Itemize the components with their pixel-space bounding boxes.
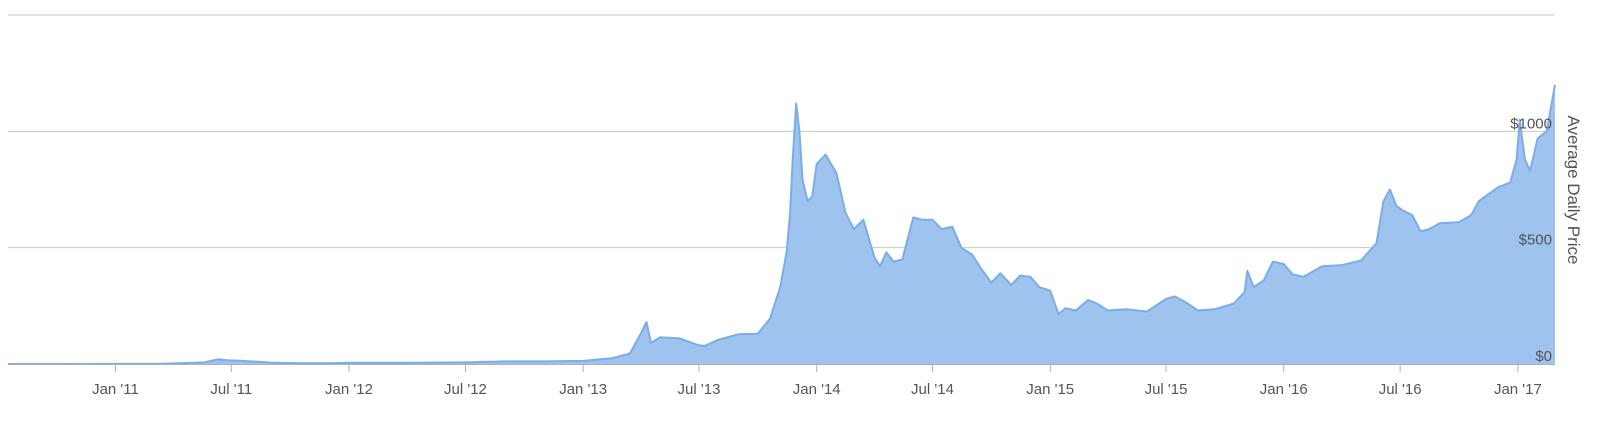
x-tick-label: Jan '12 <box>325 381 373 398</box>
x-tick-label: Jul '11 <box>210 381 252 398</box>
y-tick-label: $0 <box>1535 348 1552 365</box>
x-tick-label: Jan '13 <box>559 381 607 398</box>
y-tick-label: $1000 <box>1510 115 1552 132</box>
x-axis: Jan '11 Jul '11 Jan '12 Jul '12 Jan '13 Jul '… <box>8 364 1555 398</box>
x-tick-label: Jan '14 <box>793 381 841 398</box>
x-tick-label: Jan '11 <box>92 381 139 398</box>
y-tick-label: $500 <box>1519 232 1552 249</box>
x-tick-label: Jan '16 <box>1260 381 1308 398</box>
x-tick-label: Jan '17 <box>1494 381 1542 398</box>
grid-lines <box>8 14 1555 249</box>
series-area-fill <box>8 84 1555 365</box>
x-tick-label: Jul '14 <box>911 381 954 398</box>
x-tick-label: Jul '12 <box>444 381 487 398</box>
x-tick-label: Jul '13 <box>678 381 721 398</box>
series-line <box>8 84 1556 365</box>
x-tick-label: Jul '15 <box>1145 381 1188 398</box>
y-axis: $0 $500 $1000 <box>1510 115 1552 365</box>
y-axis-title: Average Daily Price <box>1564 116 1583 265</box>
series-area <box>8 84 1556 365</box>
x-tick-label: Jan '15 <box>1026 381 1074 398</box>
x-tick-label: Jul '16 <box>1379 381 1422 398</box>
